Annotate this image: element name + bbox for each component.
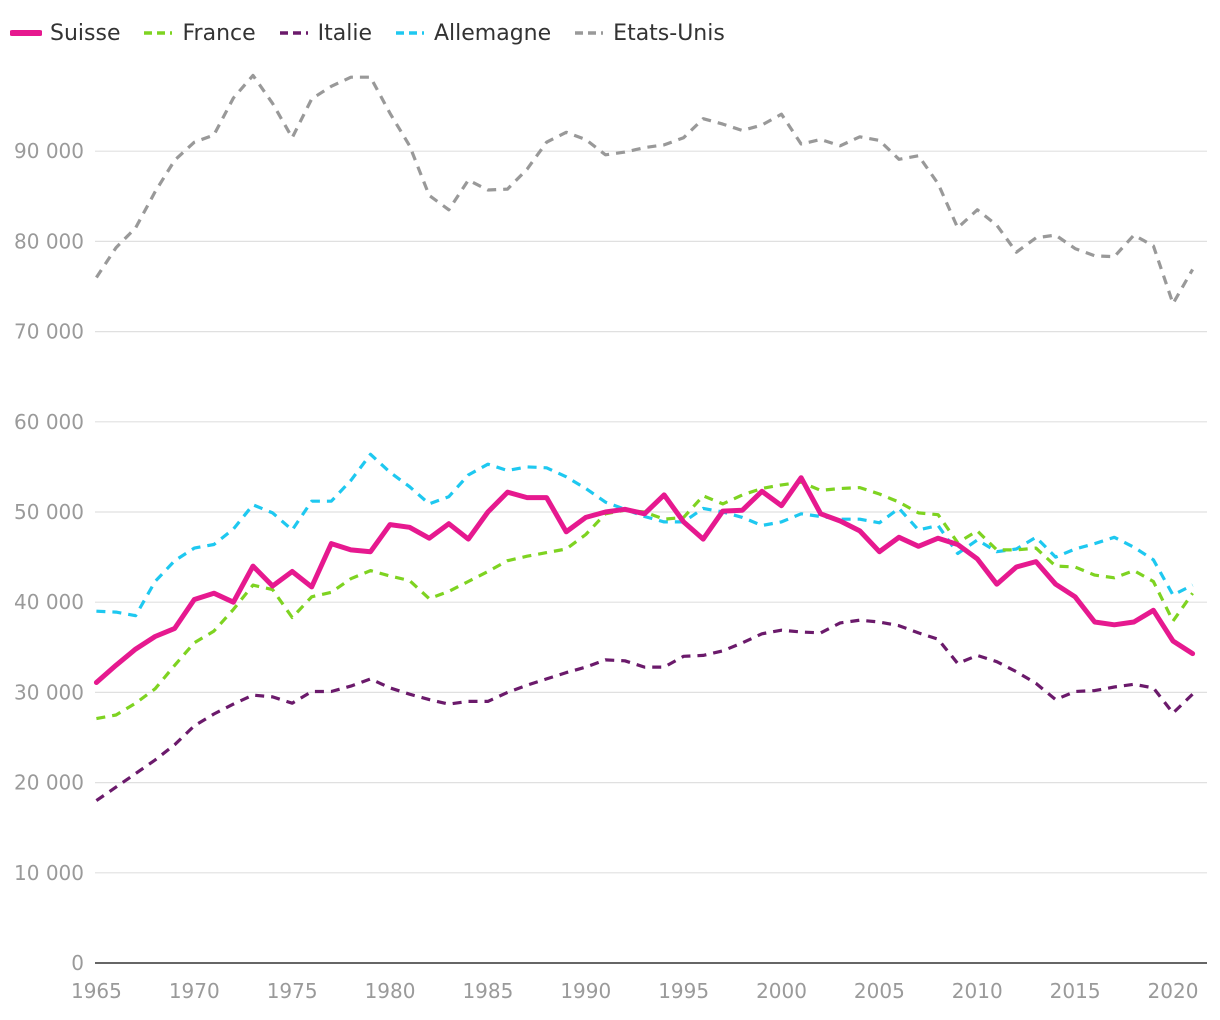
legend-item: Suisse <box>10 21 120 46</box>
series-line-etats-unis <box>95 73 1194 306</box>
x-tick-label: 2010 <box>952 979 1003 1003</box>
chart-legend: Suisse France Italie Allemagne Etats-Unis <box>10 16 725 50</box>
series-line-suisse <box>93 475 1196 685</box>
legend-item: Italie <box>278 21 372 46</box>
legend-swatch <box>279 31 308 35</box>
y-tick-label: 0 <box>71 951 84 975</box>
y-tick-label: 30 000 <box>14 680 84 704</box>
x-tick-label: 2000 <box>756 979 807 1003</box>
legend-label: Suisse <box>50 20 121 46</box>
x-tick-label: 2005 <box>854 979 905 1003</box>
x-tick-label: 2015 <box>1050 979 1101 1003</box>
legend-item: Etats-Unis <box>573 21 725 46</box>
x-tick-label: 1985 <box>462 979 513 1003</box>
legend-label: Italie <box>317 20 372 46</box>
y-tick-label: 20 000 <box>14 771 84 795</box>
x-tick-label: 1980 <box>365 979 416 1003</box>
y-tick-label: 50 000 <box>14 500 84 524</box>
x-tick-label: 1995 <box>658 979 709 1003</box>
legend-swatch <box>396 31 424 35</box>
legend-swatch <box>575 31 604 35</box>
x-tick-label: 1970 <box>169 979 220 1003</box>
legend-item: Allemagne <box>394 21 551 46</box>
y-tick-label: 60 000 <box>14 410 84 434</box>
y-tick-label: 70 000 <box>14 320 84 344</box>
series-line-allemagne <box>96 452 1194 618</box>
legend-label: France <box>182 20 256 46</box>
legend-label: Allemagne <box>434 20 552 46</box>
legend-swatch <box>10 30 42 36</box>
x-tick-label: 2020 <box>1148 979 1199 1003</box>
legend-item: France <box>142 20 256 46</box>
x-tick-label: 1975 <box>267 979 318 1003</box>
y-tick-label: 40 000 <box>14 590 84 614</box>
series-line-italie <box>95 618 1194 802</box>
x-tick-label: 1965 <box>71 979 122 1003</box>
y-tick-label: 90 000 <box>14 139 84 163</box>
legend-swatch <box>144 31 173 35</box>
y-tick-label: 10 000 <box>14 861 84 885</box>
legend-label: Etats-Unis <box>613 20 725 46</box>
y-tick-label: 80 000 <box>14 229 84 253</box>
x-tick-label: 1990 <box>560 979 611 1003</box>
